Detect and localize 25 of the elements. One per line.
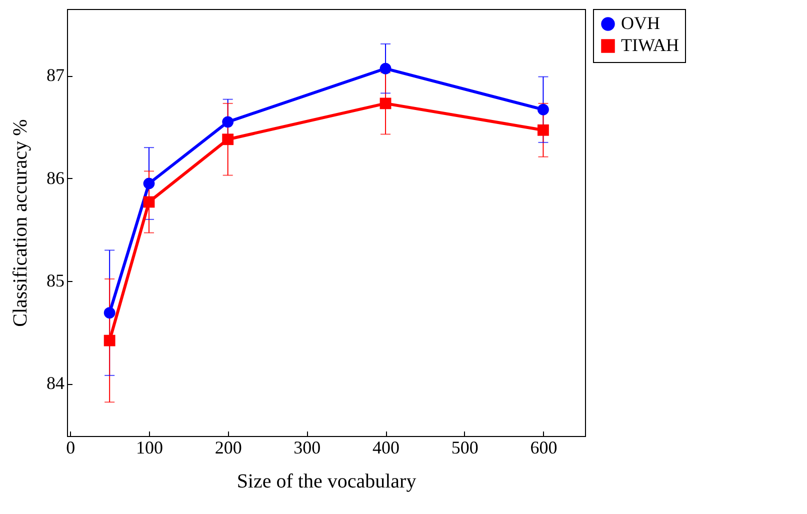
point	[143, 196, 155, 208]
y-axis-title: Classification accuracy %	[10, 119, 32, 327]
y-tick-label: 85	[46, 270, 64, 291]
point	[380, 98, 392, 110]
x-tick-label: 600	[530, 438, 558, 458]
point	[222, 134, 234, 146]
x-tick-label: 500	[451, 438, 478, 458]
x-tick-label: 0	[66, 438, 76, 458]
x-tick-label: 100	[136, 438, 163, 458]
point	[538, 104, 549, 116]
legend-label: OVH	[621, 13, 660, 33]
x-tick-label: 300	[294, 438, 321, 458]
legend-label: TIWAH	[621, 35, 679, 55]
point	[538, 124, 549, 136]
y-tick-label: 87	[46, 65, 64, 86]
x-axis-title: Size of the vocabulary	[236, 470, 416, 492]
point	[104, 307, 116, 319]
y-tick-label: 86	[46, 168, 64, 188]
point	[380, 62, 392, 74]
point	[143, 178, 155, 190]
point	[104, 334, 116, 346]
x-tick-label: 200	[214, 438, 242, 458]
point	[222, 116, 234, 128]
x-tick-label: 400	[372, 438, 400, 458]
y-tick-label: 84	[46, 373, 64, 394]
